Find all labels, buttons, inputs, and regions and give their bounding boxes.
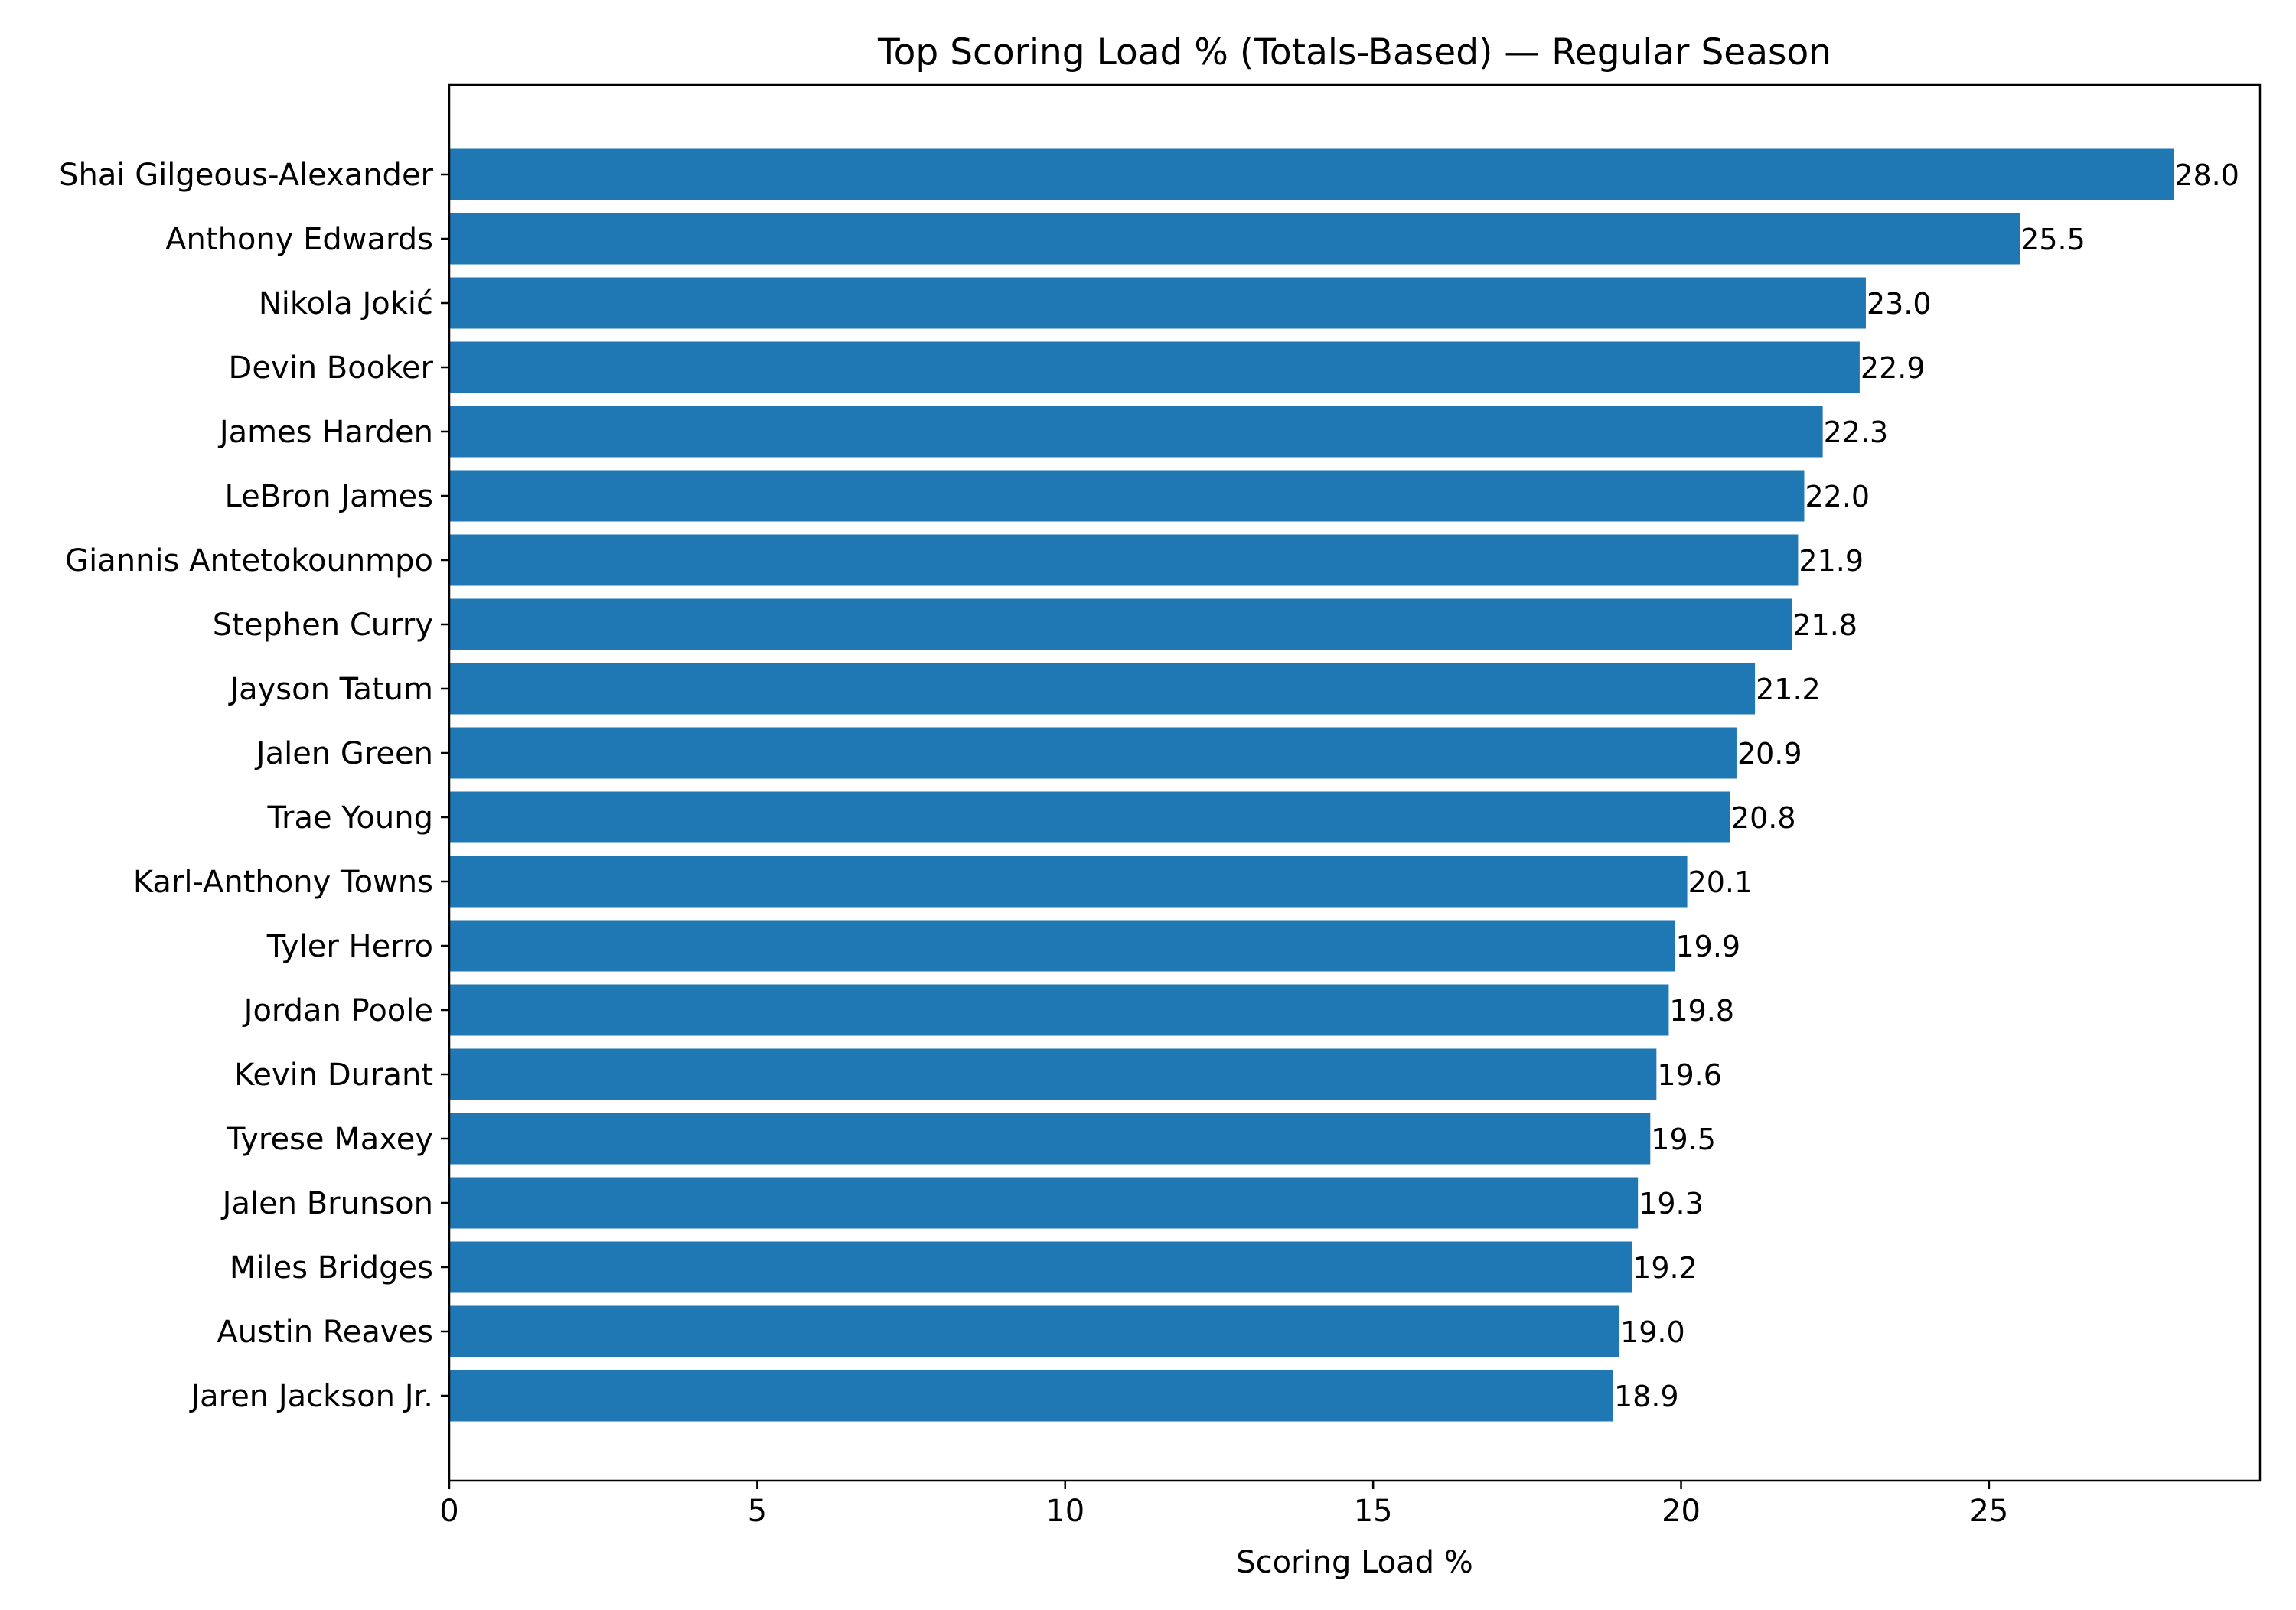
bar-value-label: 25.5 <box>2020 223 2086 256</box>
bar <box>449 598 1792 650</box>
bar-value-label: 19.8 <box>1669 994 1734 1028</box>
bar <box>449 920 1675 972</box>
bars-layer <box>449 148 2174 1422</box>
y-tick-label: Devin Booker <box>229 350 434 386</box>
x-tick-label: 15 <box>1354 1494 1393 1529</box>
bar-value-label: 23.0 <box>1867 287 1932 321</box>
bar <box>449 1177 1639 1229</box>
chart-title: Top Scoring Load % (Totals-Based) — Regu… <box>877 31 1831 73</box>
y-tick-label: Tyler Herro <box>266 929 433 964</box>
x-tick-label: 10 <box>1045 1494 1084 1529</box>
bar-value-label: 19.3 <box>1639 1187 1704 1221</box>
y-axis: Shai Gilgeous-Alexander Anthony Edwards Ni… <box>59 158 449 1414</box>
bar-value-label: 21.9 <box>1799 544 1864 578</box>
bar-value-label: 20.8 <box>1731 801 1796 835</box>
x-tick-label: 20 <box>1662 1494 1701 1529</box>
bar-value-label: 18.9 <box>1614 1380 1679 1413</box>
bar-value-label: 21.2 <box>1756 673 1821 706</box>
y-tick-label: Nikola Jokić <box>259 286 433 321</box>
bar-value-label: 19.9 <box>1675 930 1740 963</box>
bar <box>449 534 1799 586</box>
x-tick-label: 0 <box>439 1494 458 1529</box>
y-tick-label: Karl-Anthony Towns <box>133 865 433 900</box>
y-tick-label: LeBron James <box>225 479 433 514</box>
bar <box>449 406 1823 458</box>
bar-value-label: 21.8 <box>1792 608 1857 642</box>
bar-value-label: 22.9 <box>1861 351 1926 385</box>
y-tick-label: Kevin Durant <box>234 1058 433 1093</box>
y-tick-label: Trae Young <box>266 800 433 836</box>
y-tick-label: Jayson Tatum <box>227 672 433 707</box>
y-tick-label: Giannis Antetokounmpo <box>65 543 433 578</box>
bar <box>449 148 2174 200</box>
bar-value-label: 19.2 <box>1632 1251 1698 1285</box>
bar <box>449 727 1737 779</box>
bar-value-label: 22.0 <box>1805 480 1870 513</box>
y-tick-label: Jaren Jackson Jr. <box>188 1379 433 1414</box>
bar <box>449 470 1805 522</box>
bar-value-label: 28.0 <box>2174 158 2239 192</box>
bar-value-label: 20.9 <box>1737 737 1802 771</box>
x-axis: 0 5 10 15 20 25 <box>439 1481 2008 1529</box>
bar-value-label: 19.0 <box>1620 1315 1685 1349</box>
y-tick-label: Austin Reaves <box>217 1315 433 1350</box>
bar <box>449 1370 1613 1422</box>
bar <box>449 791 1730 843</box>
bar <box>449 1048 1657 1100</box>
bar <box>449 984 1669 1036</box>
y-tick-label: Jordan Poole <box>242 993 433 1028</box>
bar <box>449 213 2020 265</box>
bar <box>449 1241 1632 1293</box>
y-tick-label: Anthony Edwards <box>165 222 433 257</box>
value-labels-layer: 28.0 25.5 23.0 22.9 22.3 22.0 21.9 21.8 21.2 20.9… <box>1614 158 2239 1413</box>
y-tick-label: Miles Bridges <box>230 1250 433 1286</box>
bar <box>449 1113 1651 1165</box>
x-tick-label: 25 <box>1969 1494 2008 1529</box>
y-tick-label: Tyrese Maxey <box>226 1122 433 1157</box>
y-tick-label: Shai Gilgeous-Alexander <box>59 158 433 193</box>
bar-value-label: 22.3 <box>1824 416 1889 449</box>
bar <box>449 341 1860 393</box>
y-tick-label: Stephen Curry <box>213 608 433 643</box>
x-axis-label: Scoring Load % <box>1236 1545 1473 1580</box>
x-tick-label: 5 <box>748 1494 767 1529</box>
bar <box>449 1305 1620 1357</box>
y-tick-label: Jalen Green <box>254 736 433 771</box>
bar-value-label: 20.1 <box>1688 865 1753 899</box>
bar-value-label: 19.5 <box>1651 1123 1716 1156</box>
bar <box>449 277 1866 329</box>
plot-frame <box>448 83 2262 1482</box>
bar <box>449 856 1688 908</box>
y-tick-label: James Harden <box>217 415 433 450</box>
y-tick-label: Jalen Brunson <box>220 1186 433 1221</box>
bar <box>449 663 1756 715</box>
bar-value-label: 19.6 <box>1657 1058 1722 1092</box>
